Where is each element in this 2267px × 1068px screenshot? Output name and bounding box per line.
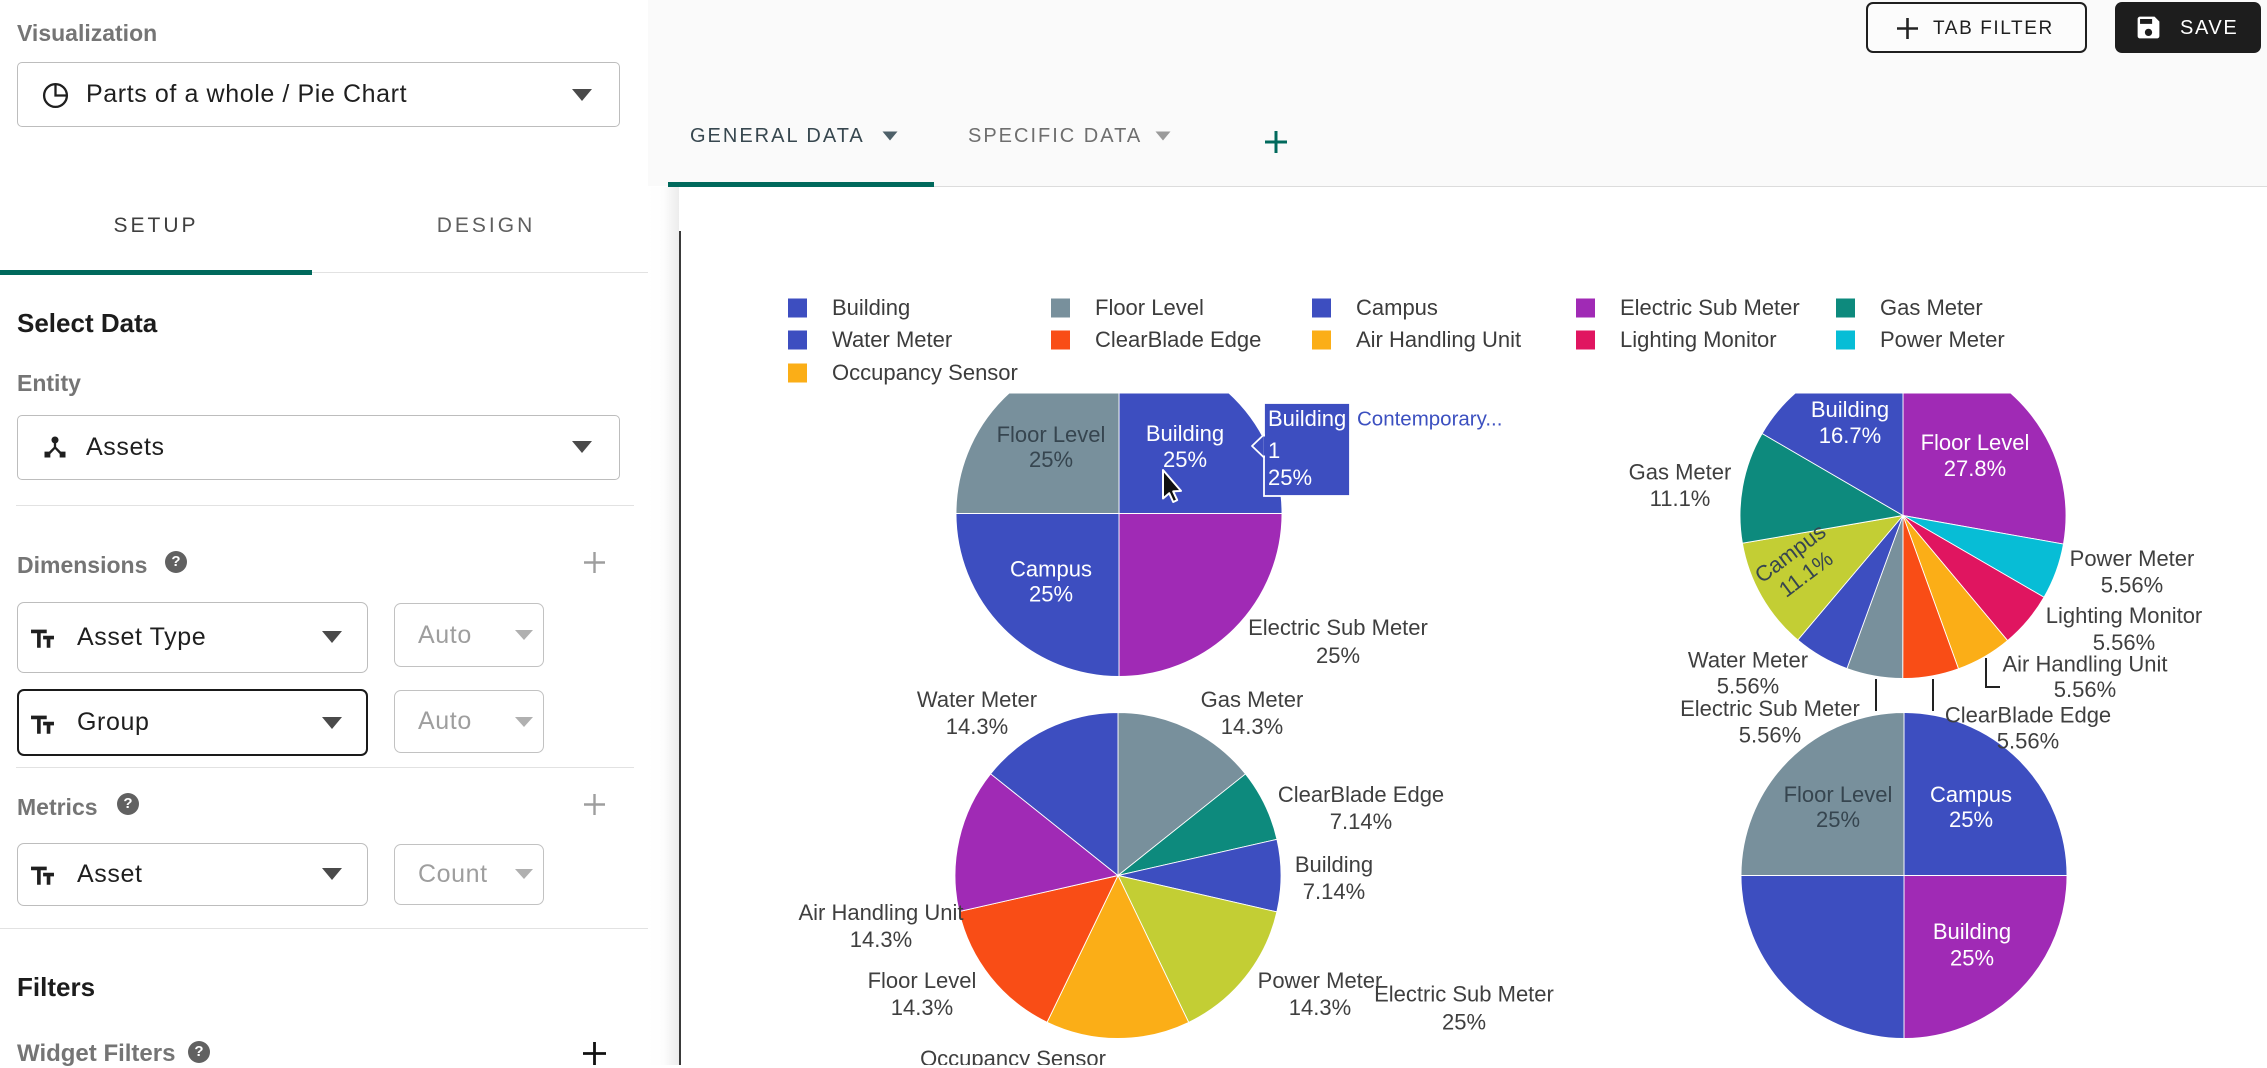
svg-text:Power Meter: Power Meter	[2070, 546, 2195, 571]
svg-text:Gas Meter: Gas Meter	[1201, 687, 1304, 712]
svg-text:1: 1	[1268, 438, 1280, 463]
svg-text:Floor Level: Floor Level	[997, 422, 1106, 447]
svg-text:Campus: Campus	[1356, 295, 1438, 320]
svg-text:7.14%: 7.14%	[1330, 809, 1392, 834]
svg-text:27.8%: 27.8%	[1944, 456, 2006, 481]
svg-text:Building: Building	[1811, 397, 1889, 422]
svg-text:25%: 25%	[1029, 581, 1073, 606]
svg-text:Contemporary...: Contemporary...	[1357, 407, 1502, 430]
svg-text:Power Meter: Power Meter	[1258, 968, 1383, 993]
svg-text:5.56%: 5.56%	[1717, 673, 1779, 698]
svg-text:25%: 25%	[1029, 447, 1073, 472]
svg-text:Occupancy Sensor: Occupancy Sensor	[832, 360, 1018, 385]
svg-text:Electric Sub Meter: Electric Sub Meter	[1620, 295, 1800, 320]
svg-text:Floor Level: Floor Level	[1921, 430, 2030, 455]
svg-text:Gas Meter: Gas Meter	[1629, 459, 1732, 484]
svg-text:Building: Building	[832, 295, 910, 320]
svg-text:Electric Sub Meter: Electric Sub Meter	[1248, 615, 1428, 640]
svg-text:ClearBlade Edge: ClearBlade Edge	[1095, 327, 1261, 352]
svg-text:25%: 25%	[1816, 807, 1860, 832]
svg-text:Building: Building	[1933, 919, 2011, 944]
svg-text:5.56%: 5.56%	[1997, 728, 2059, 753]
svg-text:Water Meter: Water Meter	[917, 687, 1037, 712]
svg-text:Water Meter: Water Meter	[832, 327, 952, 352]
svg-text:Air Handling Unit: Air Handling Unit	[2002, 651, 2167, 676]
svg-text:Building: Building	[1146, 421, 1224, 446]
svg-text:Occupancy Sensor: Occupancy Sensor	[920, 1046, 1106, 1065]
svg-text:Gas Meter: Gas Meter	[1880, 295, 1983, 320]
svg-text:11.1%: 11.1%	[1650, 486, 1711, 511]
svg-text:14.3%: 14.3%	[1289, 995, 1351, 1020]
svg-text:16.7%: 16.7%	[1819, 423, 1881, 448]
svg-text:Building: Building	[1268, 406, 1346, 431]
svg-text:14.3%: 14.3%	[946, 714, 1008, 739]
svg-text:5.56%: 5.56%	[2093, 630, 2155, 655]
svg-text:14.3%: 14.3%	[850, 927, 912, 952]
svg-text:Air Handling Unit: Air Handling Unit	[798, 900, 963, 925]
svg-text:Lighting Monitor: Lighting Monitor	[1620, 327, 1777, 352]
svg-text:25%: 25%	[1268, 465, 1312, 490]
svg-text:25%: 25%	[1316, 643, 1360, 668]
svg-text:Floor Level: Floor Level	[1095, 295, 1204, 320]
svg-text:Floor Level: Floor Level	[1784, 782, 1893, 807]
svg-text:Building: Building	[1295, 852, 1373, 877]
svg-text:Floor Level: Floor Level	[868, 968, 977, 993]
svg-text:14.3%: 14.3%	[1221, 714, 1283, 739]
svg-text:Water Meter: Water Meter	[1688, 647, 1808, 672]
svg-text:Air Handling Unit: Air Handling Unit	[1356, 327, 1521, 352]
svg-text:Electric Sub Meter: Electric Sub Meter	[1680, 696, 1860, 721]
svg-text:5.56%: 5.56%	[2054, 677, 2116, 702]
svg-text:Lighting Monitor: Lighting Monitor	[2046, 603, 2203, 628]
svg-text:7.14%: 7.14%	[1303, 879, 1365, 904]
svg-text:5.56%: 5.56%	[2101, 572, 2163, 597]
svg-text:14.3%: 14.3%	[891, 995, 953, 1020]
svg-text:Power Meter: Power Meter	[1880, 327, 2005, 352]
svg-text:25%: 25%	[1442, 1009, 1486, 1034]
svg-text:25%: 25%	[1163, 447, 1207, 472]
svg-text:Campus: Campus	[1930, 782, 2012, 807]
svg-text:Electric Sub Meter: Electric Sub Meter	[1374, 981, 1554, 1006]
svg-text:25%: 25%	[1950, 945, 1994, 970]
svg-text:ClearBlade Edge: ClearBlade Edge	[1278, 782, 1444, 807]
svg-text:25%: 25%	[1949, 807, 1993, 832]
svg-text:5.56%: 5.56%	[1739, 722, 1801, 747]
svg-text:ClearBlade Edge: ClearBlade Edge	[1945, 702, 2111, 727]
svg-text:Campus: Campus	[1010, 556, 1092, 581]
